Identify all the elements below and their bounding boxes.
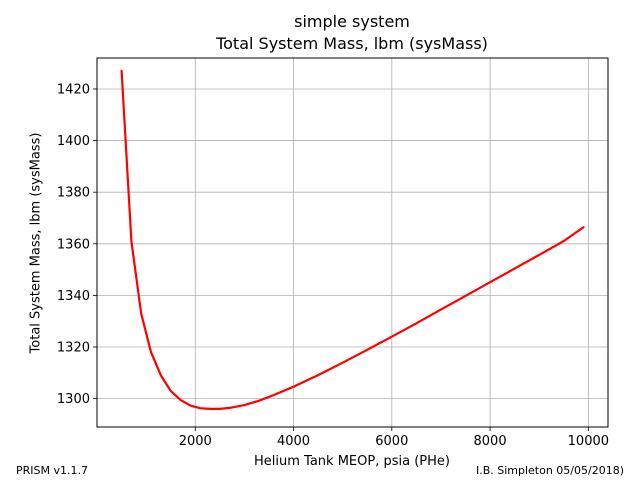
x-tick-label: 10000: [568, 434, 609, 449]
axes: 2000 4000 6000 8000 10000 1300 1320 1340 1360 138…: [57, 82, 609, 449]
series-line: [120, 69, 585, 410]
chart-title-line1: simple system: [294, 12, 410, 31]
y-tick-label: 1340: [57, 289, 90, 304]
y-tick-label: 1380: [57, 186, 90, 201]
x-tick-label: 8000: [474, 434, 507, 449]
y-tick-label: 1420: [57, 82, 90, 97]
x-axis-label: Helium Tank MEOP, psia (PHe): [254, 454, 450, 469]
grid-lines: [97, 58, 608, 427]
y-tick-label: 1320: [57, 341, 90, 356]
footer-version: PRISM v1.1.7: [16, 464, 88, 477]
x-tick-label: 6000: [375, 434, 408, 449]
series-layer: [120, 69, 585, 410]
y-tick-label: 1300: [57, 392, 90, 407]
y-axis-label: Total System Mass, lbm (sysMass): [28, 132, 44, 354]
chart-title-line2: Total System Mass, lbm (sysMass): [216, 34, 488, 53]
y-tick-label: 1400: [57, 134, 90, 149]
x-tick-label: 2000: [179, 434, 212, 449]
x-tick-label: 4000: [277, 434, 310, 449]
footer-author-date: I.B. Simpleton 05/05/2018): [475, 464, 624, 477]
plot-frame: [96, 57, 609, 428]
y-tick-label: 1360: [57, 237, 90, 252]
